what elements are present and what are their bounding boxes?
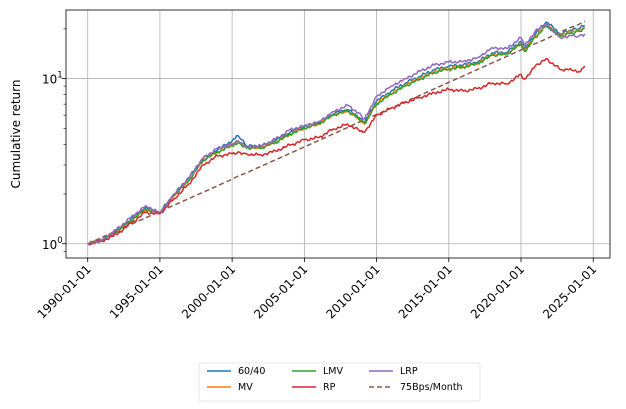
y-tick-label: 101 [42,71,63,87]
legend-label: RP [323,382,336,393]
legend-label: 75Bps/Month [400,382,463,393]
series-line-lrp [87,22,586,245]
y-axis-ticks: 100 101 [42,28,66,252]
legend-label: LMV [323,366,343,377]
y-tick-label: 100 [42,236,63,252]
legend-label: 60/40 [238,366,265,377]
plot-area-frame [65,9,611,259]
legend-label: MV [238,382,253,393]
series-line-rp [87,57,586,246]
y-axis-label: Cumulative return [9,80,23,189]
legend-label: LRP [400,366,418,377]
grid-lines [66,10,610,258]
legend: 60/40 MV LMV RP LRP 75Bps/Month [198,362,481,402]
legend-box [198,362,481,402]
series-lines [87,20,586,246]
